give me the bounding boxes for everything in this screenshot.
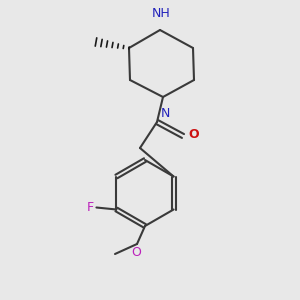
Text: O: O (131, 246, 141, 259)
Text: NH: NH (152, 7, 170, 20)
Text: O: O (188, 128, 199, 142)
Text: N: N (160, 107, 170, 120)
Text: F: F (86, 201, 93, 214)
